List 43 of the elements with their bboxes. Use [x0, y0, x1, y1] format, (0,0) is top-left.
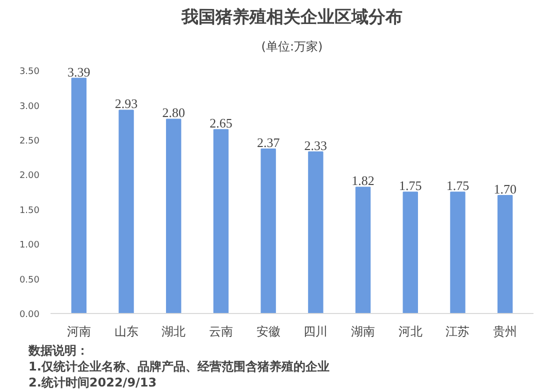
chart-title: 我国猪养殖相关企业区域分布: [180, 8, 402, 28]
data-label: 1.75: [399, 178, 422, 194]
y-tick-label: 2.00: [19, 171, 40, 182]
data-label: 2.80: [162, 105, 185, 120]
bar: [213, 129, 229, 314]
x-tick-label: 贵州: [493, 324, 518, 338]
bar: [71, 78, 87, 314]
bar: [497, 195, 513, 314]
y-tick-label: 0.00: [19, 310, 40, 320]
data-label: 2.37: [256, 135, 280, 150]
data-label: 2.65: [210, 116, 232, 131]
y-tick-label: 0.50: [19, 275, 40, 286]
x-tick-label: 湖南: [351, 324, 376, 338]
x-tick-label: 湖北: [162, 324, 186, 338]
y-tick-label: 2.50: [19, 136, 40, 147]
data-label: 1.70: [494, 182, 516, 197]
data-label: 3.39: [68, 64, 90, 80]
x-tick-label: 河南: [66, 324, 91, 338]
text: 数据说明：: [28, 344, 88, 358]
x-tick-label: 河北: [398, 324, 422, 338]
x-tick-label: 江苏: [446, 324, 470, 338]
bar: [308, 151, 324, 314]
x-tick-label: 四川: [304, 324, 328, 338]
data-label: 2.93: [114, 96, 138, 112]
data-label: 1.82: [352, 173, 374, 188]
x-tick-label: 云南: [208, 324, 233, 338]
data-label: 2.33: [304, 138, 328, 153]
text: 1.仅统计企业名称、品牌产品、经营范围含猪养殖的企业: [28, 360, 330, 374]
bar: [166, 118, 182, 314]
bar: [355, 186, 371, 314]
x-tick-label: 安徽: [256, 324, 280, 338]
chart-subtitle: (单位:万家): [261, 40, 323, 54]
bar: [118, 110, 134, 314]
bar: [402, 192, 418, 314]
text: 2.统计时间2022/9/13: [28, 376, 157, 389]
y-tick-label: 3.00: [19, 102, 40, 112]
y-tick-label: 1.50: [19, 206, 40, 216]
bar: [260, 148, 276, 314]
y-tick-label: 1.00: [19, 240, 40, 251]
bar: [450, 192, 466, 314]
y-tick-label: 3.50: [19, 67, 40, 78]
x-tick-label: 山东: [114, 324, 138, 338]
data-label: 1.75: [446, 178, 470, 194]
